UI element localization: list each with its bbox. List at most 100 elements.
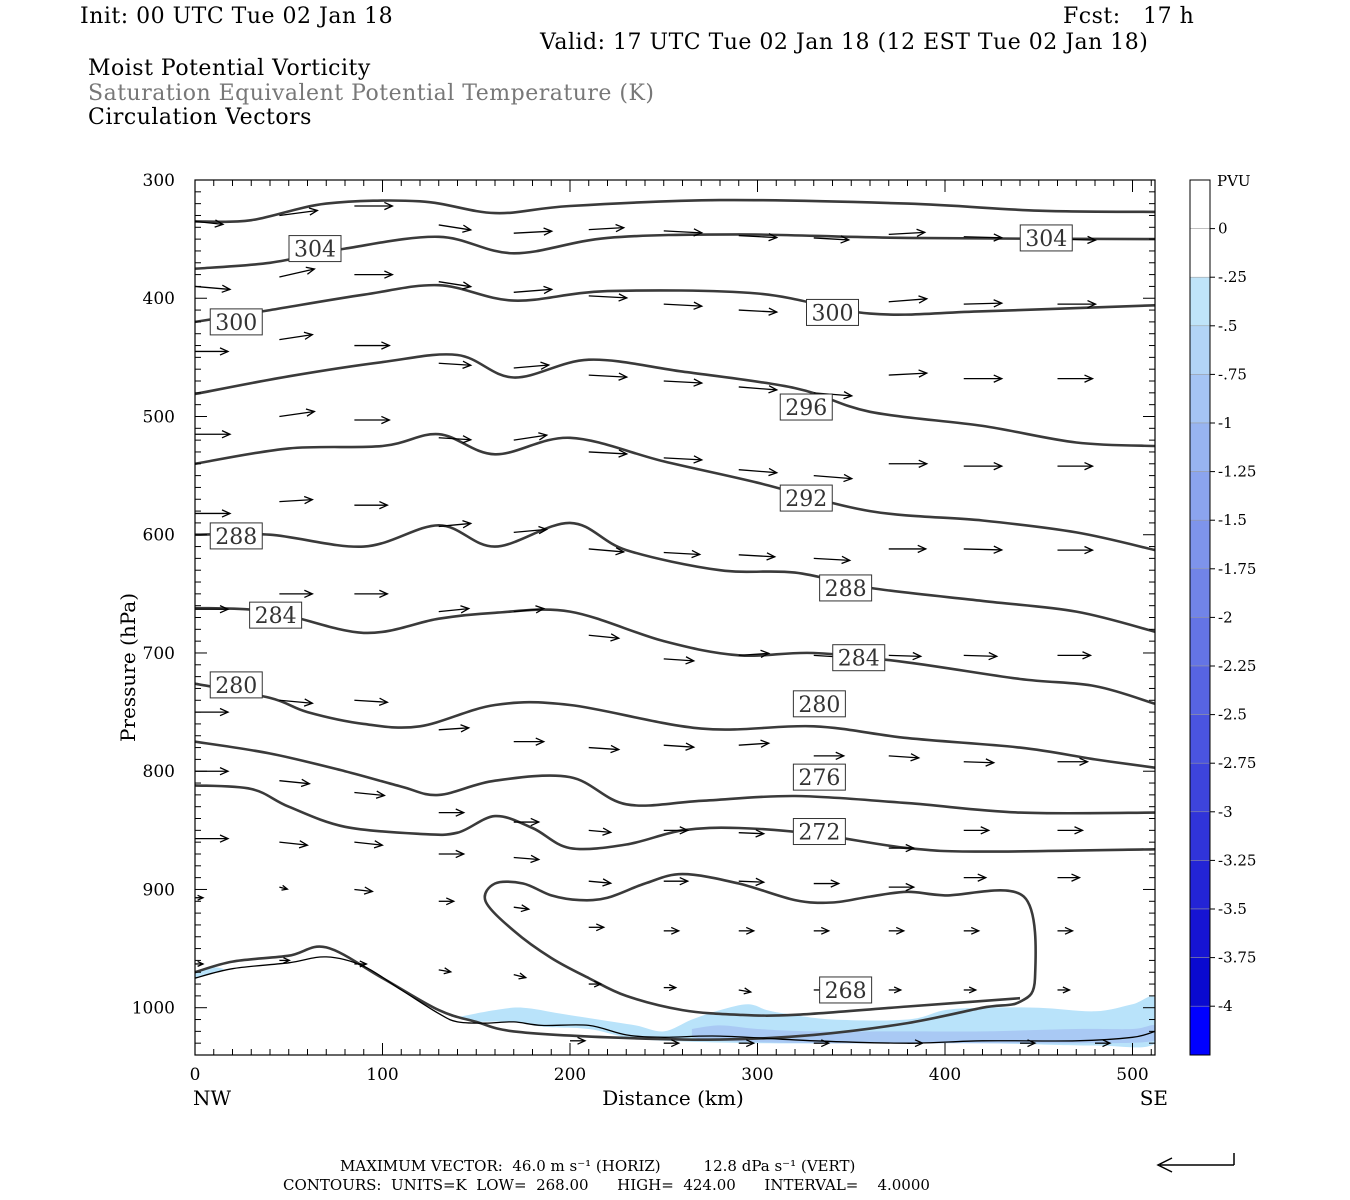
colorbar-swatch-11 xyxy=(1189,714,1211,764)
vector-104 xyxy=(813,879,841,888)
contour-label-284: 284 xyxy=(249,601,303,629)
x-end-label-right: SE xyxy=(1140,1086,1168,1110)
vector-head xyxy=(381,341,391,350)
vector-3 xyxy=(438,224,473,233)
vector-head xyxy=(610,744,621,754)
vector-head xyxy=(520,904,531,913)
vector-108 xyxy=(195,894,205,901)
vector-head xyxy=(219,767,230,776)
vector-head xyxy=(300,778,311,788)
vector-95 xyxy=(1057,826,1085,835)
x-tick-label-500: 500 xyxy=(1116,1065,1148,1085)
vector-head xyxy=(916,228,927,238)
vector-25 xyxy=(279,331,314,341)
vector-19 xyxy=(738,307,779,316)
colorbar-label-13: -3.25 xyxy=(1218,851,1256,869)
contour-label-box xyxy=(779,393,833,421)
contour-label-box xyxy=(832,644,886,672)
vector-54 xyxy=(663,549,702,559)
vector-21 xyxy=(888,295,929,304)
vector-shaft xyxy=(588,746,619,751)
vector-81 xyxy=(888,753,921,762)
vector-64 xyxy=(513,605,546,614)
vector-head xyxy=(1084,545,1095,555)
vector-117 xyxy=(888,926,906,935)
vector-102 xyxy=(663,876,690,886)
vector-shaft xyxy=(279,209,318,217)
colorbar-label-15: -3.75 xyxy=(1218,949,1256,967)
vector-shaft xyxy=(279,780,310,785)
vector-shaft xyxy=(888,755,919,759)
vector-118 xyxy=(963,926,981,935)
vector-85 xyxy=(279,778,311,788)
vector-13 xyxy=(279,266,316,278)
vector-65 xyxy=(588,633,621,642)
vector-126 xyxy=(663,984,678,992)
vector-shaft xyxy=(663,658,694,662)
vector-shaft xyxy=(738,652,769,656)
contour-label-300: 300 xyxy=(209,308,263,336)
vector-head xyxy=(905,882,916,892)
vector-head xyxy=(615,223,626,233)
vector-head xyxy=(462,520,473,529)
vector-10 xyxy=(963,233,1004,242)
vector-26 xyxy=(354,341,391,350)
vector-38 xyxy=(354,415,391,425)
vector-head xyxy=(221,284,232,293)
vector-head xyxy=(768,385,779,394)
vector-head xyxy=(760,649,771,659)
contour-label-text: 300 xyxy=(215,311,257,336)
vector-shaft xyxy=(438,969,451,973)
colorbar-label-10: -2.5 xyxy=(1218,706,1247,724)
colorbar-swatch-9 xyxy=(1189,617,1211,667)
vector-shaft xyxy=(588,829,611,833)
vector-125 xyxy=(588,980,603,988)
contour-label-304: 304 xyxy=(1019,224,1073,252)
vector-head xyxy=(535,737,546,746)
vector-head xyxy=(1102,1039,1112,1048)
vector-head xyxy=(304,589,314,599)
contour-label-box xyxy=(209,308,263,336)
contour-label-box xyxy=(792,690,846,718)
contour-label-text: 304 xyxy=(294,238,336,263)
vector-136 xyxy=(907,1039,925,1048)
contour-300 xyxy=(195,283,1155,324)
vector-44 xyxy=(813,473,854,483)
vector-head xyxy=(538,525,549,535)
vector-shaft xyxy=(813,557,850,562)
colorbar-label-2: -.5 xyxy=(1218,317,1237,335)
contour-label-text: 280 xyxy=(798,693,840,718)
vector-head xyxy=(840,235,851,244)
vector-71 xyxy=(1057,651,1093,660)
vector-head xyxy=(693,228,704,237)
vector-114 xyxy=(663,926,681,935)
vector-138 xyxy=(1095,1039,1112,1048)
vector-head xyxy=(977,873,988,882)
vector-130 xyxy=(963,986,978,994)
contour-label-280: 280 xyxy=(792,690,846,718)
vector-head xyxy=(595,923,606,932)
vector-49 xyxy=(279,495,314,505)
vector-head xyxy=(918,459,929,468)
vector-head xyxy=(518,972,528,980)
vector-shaft xyxy=(513,434,547,441)
vector-head xyxy=(918,369,929,378)
vector-head xyxy=(768,232,779,242)
vector-head xyxy=(303,698,314,707)
vector-45 xyxy=(888,459,929,468)
vector-115 xyxy=(738,926,756,935)
vector-head xyxy=(530,817,541,827)
vector-shaft xyxy=(738,386,777,391)
x-tick-label-400: 400 xyxy=(929,1065,961,1085)
y-tick-label-1000: 1000 xyxy=(132,999,175,1019)
colorbar-swatch-14 xyxy=(1189,860,1211,910)
vector-120 xyxy=(195,960,205,967)
vector-head xyxy=(668,984,678,992)
vector-91 xyxy=(738,829,766,838)
vector-122 xyxy=(354,960,368,968)
x-end-label-left: NW xyxy=(193,1086,232,1110)
colorbar-label-8: -2 xyxy=(1218,608,1233,626)
colorbar-label-14: -3.5 xyxy=(1218,900,1247,918)
vector-shaft xyxy=(663,744,694,748)
vector-73 xyxy=(279,698,314,707)
